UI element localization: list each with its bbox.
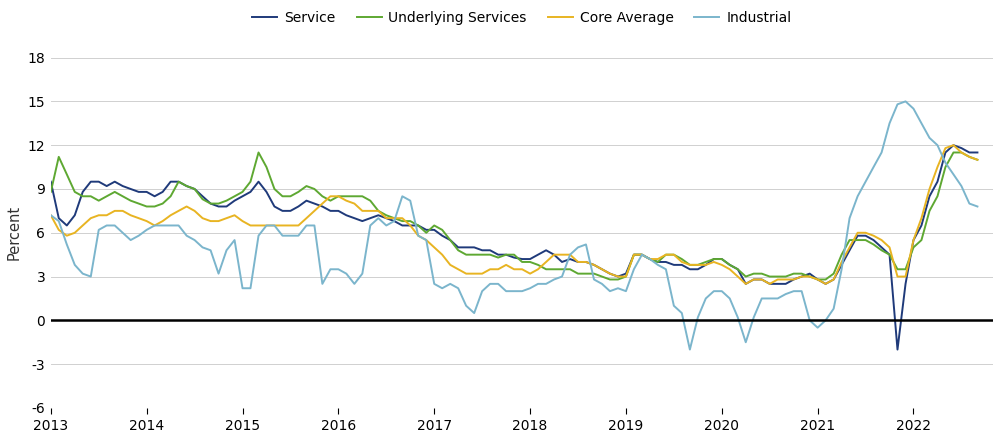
Industrial bbox=[221, 248, 233, 253]
Service bbox=[237, 194, 249, 199]
Core Average bbox=[915, 216, 927, 221]
Service bbox=[971, 150, 983, 155]
Core Average bbox=[740, 281, 752, 286]
Service bbox=[221, 204, 233, 209]
Underlying Services bbox=[268, 186, 280, 191]
Industrial bbox=[924, 135, 936, 140]
Industrial bbox=[460, 303, 472, 308]
Core Average bbox=[45, 213, 57, 218]
Core Average bbox=[971, 157, 983, 162]
Industrial bbox=[900, 99, 912, 104]
Core Average bbox=[260, 223, 272, 228]
Industrial bbox=[237, 286, 249, 291]
Legend: Service, Underlying Services, Core Average, Industrial: Service, Underlying Services, Core Avera… bbox=[247, 5, 797, 30]
Core Average bbox=[221, 216, 233, 221]
Core Average bbox=[460, 271, 472, 276]
Underlying Services bbox=[604, 277, 616, 282]
Underlying Services bbox=[253, 150, 265, 155]
Service bbox=[947, 143, 959, 148]
Industrial bbox=[684, 347, 696, 352]
Line: Core Average: Core Average bbox=[51, 145, 977, 284]
Underlying Services bbox=[468, 252, 480, 257]
Underlying Services bbox=[237, 189, 249, 194]
Underlying Services bbox=[971, 157, 983, 162]
Industrial bbox=[971, 204, 983, 209]
Industrial bbox=[45, 213, 57, 218]
Underlying Services bbox=[45, 189, 57, 194]
Underlying Services bbox=[924, 208, 936, 213]
Core Average bbox=[947, 143, 959, 148]
Core Average bbox=[292, 223, 304, 228]
Line: Underlying Services: Underlying Services bbox=[51, 153, 977, 279]
Line: Service: Service bbox=[51, 145, 977, 349]
Service bbox=[915, 223, 927, 228]
Service bbox=[891, 347, 903, 352]
Service bbox=[292, 204, 304, 209]
Industrial bbox=[292, 233, 304, 238]
Line: Industrial: Industrial bbox=[51, 101, 977, 349]
Service bbox=[260, 189, 272, 194]
Core Average bbox=[237, 218, 249, 224]
Service bbox=[460, 245, 472, 250]
Service bbox=[45, 179, 57, 184]
Underlying Services bbox=[300, 183, 312, 189]
Y-axis label: Percent: Percent bbox=[7, 205, 22, 260]
Industrial bbox=[260, 223, 272, 228]
Underlying Services bbox=[221, 198, 233, 203]
